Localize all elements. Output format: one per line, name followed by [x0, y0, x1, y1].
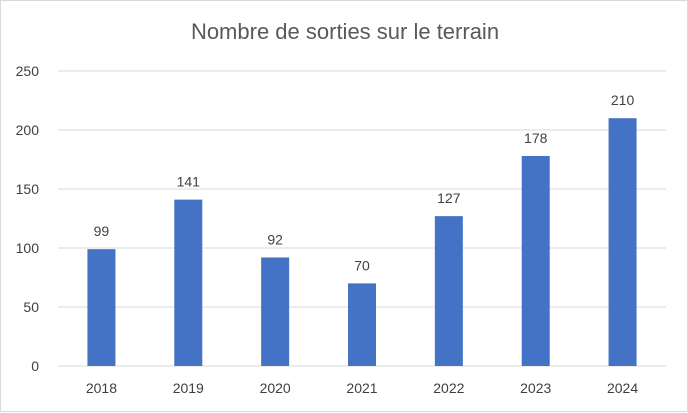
bars: [87, 118, 637, 366]
data-label: 178: [524, 130, 548, 146]
x-tick-label: 2022: [433, 380, 464, 396]
y-tick-label: 250: [16, 63, 40, 79]
data-label: 210: [611, 92, 635, 108]
x-tick-label: 2020: [260, 380, 291, 396]
x-tick-label: 2024: [607, 380, 638, 396]
x-tick-label: 2021: [346, 380, 377, 396]
bar: [608, 118, 637, 366]
bar: [348, 283, 376, 366]
data-label: 141: [177, 174, 201, 190]
y-tick-label: 50: [23, 299, 39, 315]
data-label: 99: [94, 223, 110, 239]
x-tick-label: 2023: [520, 380, 551, 396]
y-tick-label: 150: [16, 181, 40, 197]
bar: [261, 257, 290, 366]
x-tick-label: 2018: [86, 380, 117, 396]
data-labels: 99 141 92 70 127 178 210: [94, 92, 635, 273]
bar: [174, 199, 203, 366]
x-tick-label: 2019: [173, 380, 204, 396]
gridlines: [58, 70, 666, 367]
bar: [521, 155, 550, 366]
y-tick-label: 100: [16, 240, 40, 256]
data-label: 92: [267, 231, 283, 247]
y-tick-label: 0: [31, 358, 39, 374]
chart-title: Nombre de sorties sur le terrain: [191, 19, 499, 44]
data-label: 70: [354, 257, 370, 273]
axes: 0 50 100 150 200 250 2018 2019 2020 2021 2022 2023 2…: [16, 63, 639, 396]
y-tick-label: 200: [16, 122, 40, 138]
data-label: 127: [437, 190, 461, 206]
bar: [434, 216, 463, 366]
bar: [87, 249, 116, 366]
